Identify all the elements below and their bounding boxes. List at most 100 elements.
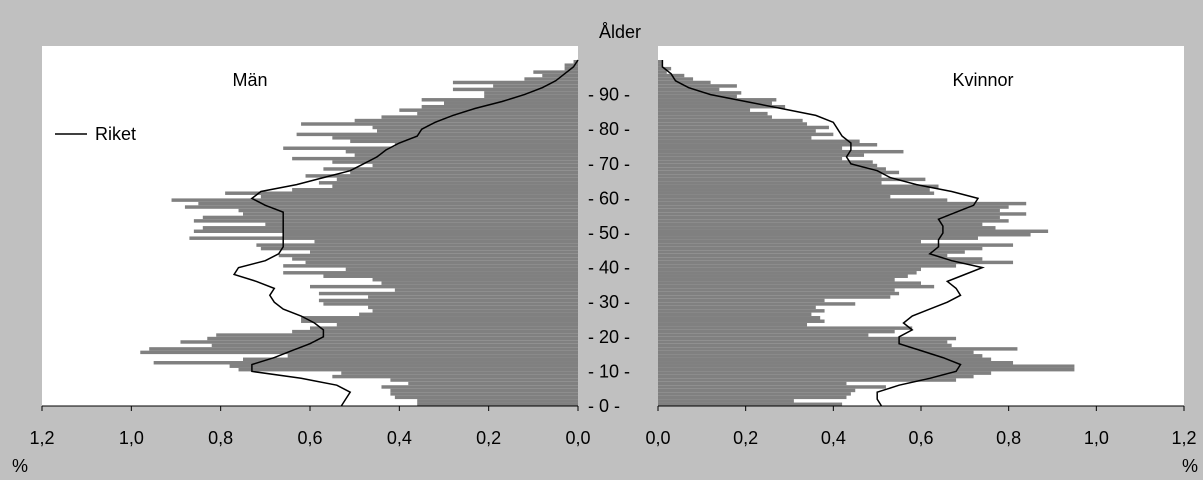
bar-age-94 — [524, 77, 578, 81]
bar-age-49 — [283, 233, 578, 237]
bar-age-71 — [658, 156, 843, 161]
bar-age-53 — [193, 219, 578, 223]
right-riket-line — [661, 60, 985, 407]
bar-age-95 — [542, 73, 578, 78]
bar-age-99 — [573, 60, 578, 64]
left-x-tick-label: 0,4 — [387, 428, 412, 448]
bar-age-52 — [265, 222, 578, 227]
bar-age-61 — [658, 191, 935, 195]
bar-age-22 — [310, 326, 578, 330]
bar-age-5 — [381, 385, 578, 389]
bar-age-60 — [260, 194, 578, 199]
bar-age-18 — [658, 340, 948, 344]
bar-age-54 — [658, 215, 1000, 220]
left-x-tick-label: 1,0 — [119, 428, 144, 448]
bar-age-74 — [283, 146, 578, 150]
bar-age-37 — [323, 274, 578, 278]
bar-age-29 — [658, 302, 856, 306]
right-x-tick-label: 0,2 — [733, 428, 758, 448]
bar-age-50 — [658, 229, 1049, 233]
bar-age-40 — [658, 264, 957, 268]
bar-age-75 — [658, 143, 878, 147]
bar-age-86 — [658, 104, 786, 109]
bar-age-17 — [211, 343, 578, 348]
bar-age-0 — [417, 402, 578, 406]
bar-age-11 — [658, 364, 1075, 368]
bar-age-76 — [350, 139, 578, 144]
bar-age-36 — [658, 277, 895, 282]
bar-age-87 — [444, 101, 578, 105]
bar-age-85 — [658, 108, 751, 112]
bar-age-13 — [243, 357, 578, 362]
bar-age-20 — [216, 333, 578, 337]
bar-age-46 — [658, 243, 1014, 247]
age-tick-label: - 30 - — [588, 292, 630, 312]
bar-age-30 — [658, 298, 825, 303]
bar-age-11 — [229, 364, 578, 368]
bar-age-4 — [658, 388, 856, 393]
left-x-tick-label: 1,2 — [29, 428, 54, 448]
bar-age-19 — [207, 336, 578, 341]
left-x-tick-label: 0,6 — [297, 428, 322, 448]
bar-age-2 — [394, 395, 578, 400]
bar-age-16 — [149, 347, 578, 351]
bar-age-41 — [658, 260, 1014, 265]
bar-age-81 — [301, 122, 578, 126]
bar-age-80 — [658, 125, 829, 130]
bar-age-15 — [658, 350, 974, 355]
bar-age-10 — [658, 367, 1075, 372]
bar-age-59 — [658, 198, 948, 202]
bar-age-38 — [658, 271, 917, 275]
bar-age-6 — [658, 381, 847, 386]
right-x-tick-label: 0,6 — [908, 428, 933, 448]
bar-age-33 — [658, 288, 895, 292]
bar-age-94 — [658, 77, 694, 81]
bar-age-36 — [372, 277, 578, 282]
bar-age-19 — [658, 336, 957, 341]
bar-age-71 — [292, 156, 578, 161]
bar-age-43 — [278, 253, 578, 258]
bar-age-93 — [452, 80, 578, 85]
bar-age-42 — [292, 257, 578, 261]
bar-age-12 — [658, 361, 1014, 365]
axis-ticks: - 0 - - 10 - - 20 - - 30 - - 40 - - 50 - - 60 … — [29, 85, 1196, 448]
bar-age-31 — [368, 295, 578, 299]
bar-age-47 — [314, 239, 578, 244]
bar-age-34 — [658, 284, 935, 289]
bar-age-20 — [658, 333, 869, 337]
bar-age-53 — [658, 219, 1009, 223]
bar-age-90 — [658, 91, 742, 95]
bar-age-1 — [658, 399, 794, 403]
right-x-tick-label: 0,4 — [821, 428, 846, 448]
bar-age-84 — [658, 111, 768, 116]
bar-age-45 — [658, 246, 983, 251]
bar-age-99 — [658, 60, 663, 64]
legend-label: Riket — [95, 124, 136, 144]
bar-age-72 — [658, 153, 865, 157]
bar-age-81 — [658, 122, 808, 126]
bar-age-82 — [354, 118, 578, 123]
bar-age-32 — [658, 291, 900, 296]
bar-age-77 — [332, 136, 578, 140]
bar-age-92 — [493, 84, 578, 88]
bar-age-44 — [310, 250, 578, 254]
bar-age-64 — [658, 181, 882, 185]
bar-age-62 — [292, 188, 578, 192]
bar-age-28 — [658, 305, 816, 310]
bar-age-6 — [408, 381, 578, 386]
bar-age-65 — [658, 177, 926, 182]
bar-age-21 — [658, 329, 895, 334]
bar-age-15 — [140, 350, 578, 355]
bar-age-18 — [180, 340, 578, 344]
bar-age-48 — [189, 236, 578, 240]
bar-age-41 — [305, 260, 578, 265]
bar-age-54 — [202, 215, 579, 220]
age-tick-label: - 40 - — [588, 258, 630, 278]
bar-age-37 — [658, 274, 908, 278]
bar-age-69 — [372, 163, 578, 168]
bar-age-25 — [301, 316, 578, 320]
bar-age-1 — [417, 399, 578, 403]
bar-age-49 — [658, 233, 1031, 237]
bar-age-60 — [658, 194, 891, 199]
bar-age-16 — [658, 347, 1018, 351]
